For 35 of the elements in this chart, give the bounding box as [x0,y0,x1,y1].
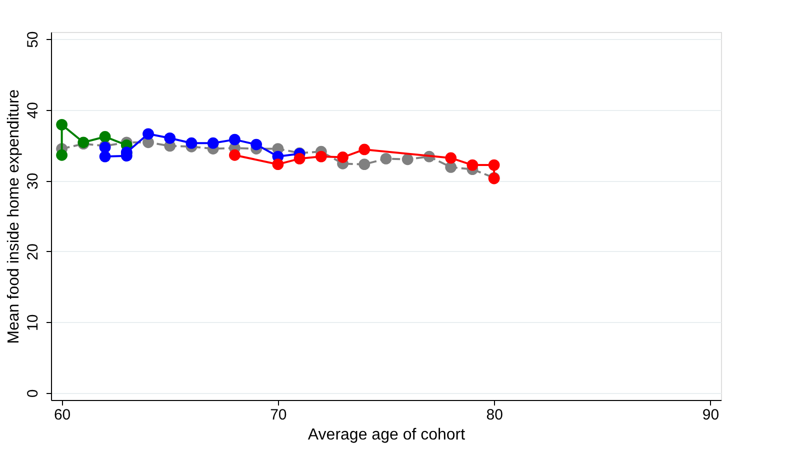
point [56,149,68,161]
point [99,131,111,142]
y-tick-label: 30 [24,172,42,190]
point [294,152,306,164]
point [402,154,414,166]
point [337,152,348,163]
point [380,152,392,164]
y-tick-label: 0 [24,389,42,398]
point [315,150,327,162]
y-axis-title: Mean food inside home expenditure [6,89,22,344]
y-tick-label: 40 [24,102,42,119]
point [229,134,240,146]
point [207,137,219,149]
point [445,161,457,173]
point [186,137,198,149]
y-tick-label: 10 [24,314,42,331]
y-tick-label: 20 [24,244,42,260]
point [250,138,262,150]
point [56,119,68,130]
point [272,158,284,170]
x-tick-label: 90 [702,406,720,424]
point [466,159,478,171]
point [488,159,500,171]
point [164,132,176,144]
point [445,152,457,164]
point [358,158,370,170]
point [99,150,111,162]
x-tick-label: 80 [486,406,503,424]
x-tick-label: 60 [54,406,71,424]
point [229,149,240,161]
x-tick-label: 70 [270,406,287,424]
point [142,128,154,140]
point [358,144,370,156]
x-axis-title: Average age of cohort [308,426,466,444]
y-tick-label: 50 [24,31,42,48]
